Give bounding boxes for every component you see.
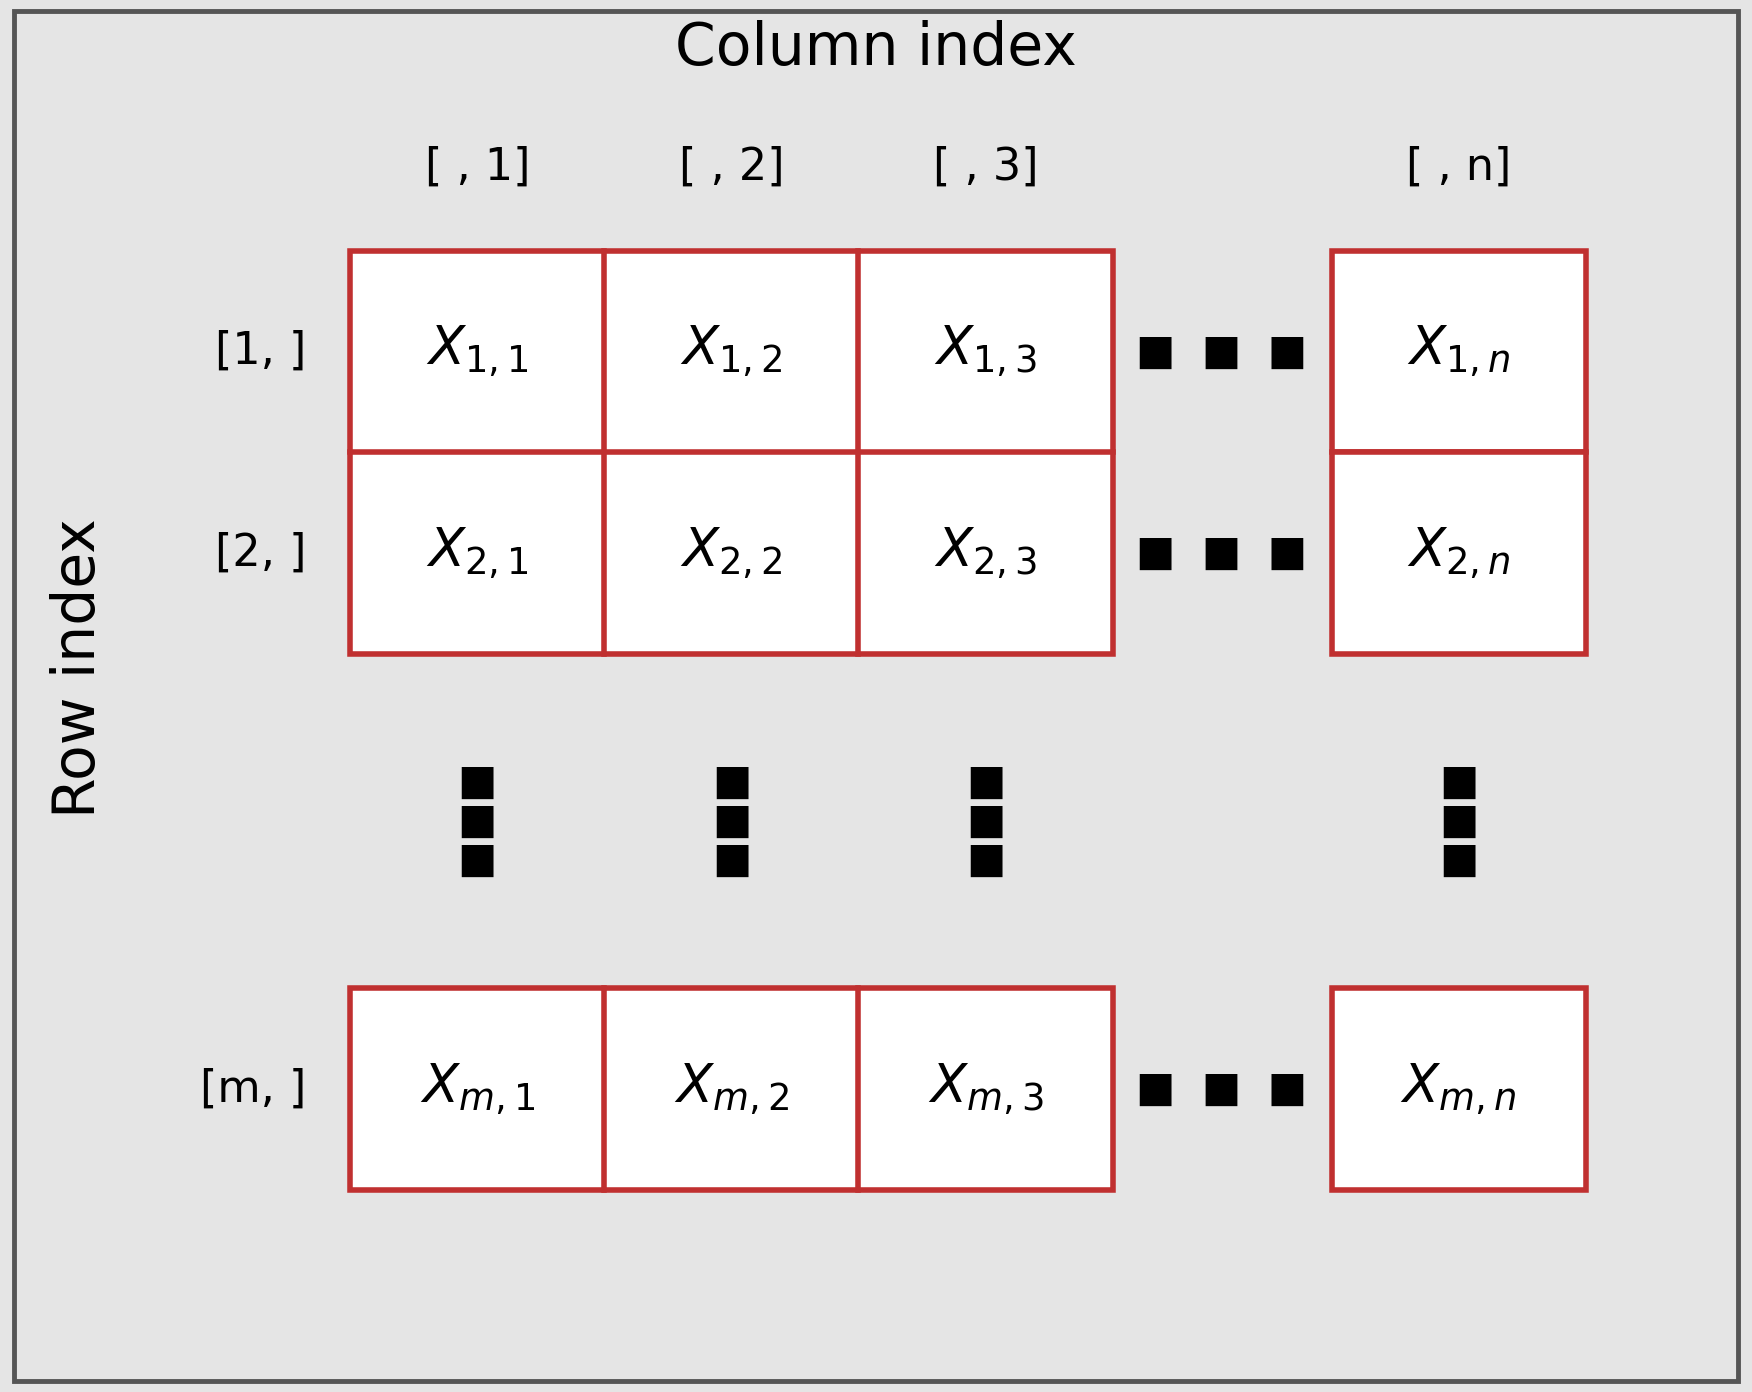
Text: [1, ]: [1, ]: [215, 330, 307, 373]
Text: ■: ■: [457, 800, 498, 842]
Text: [ , 3]: [ , 3]: [932, 146, 1039, 188]
Text: $X_{2,1}$: $X_{2,1}$: [426, 526, 529, 580]
Text: $X_{m,3}$: $X_{m,3}$: [927, 1062, 1044, 1116]
Text: ■: ■: [965, 839, 1006, 881]
Text: [m, ]: [m, ]: [200, 1068, 307, 1111]
Text: [ , 2]: [ , 2]: [678, 146, 785, 188]
Text: $X_{2,n}$: $X_{2,n}$: [1407, 526, 1510, 580]
Text: ■: ■: [711, 800, 752, 842]
Bar: [350, 988, 1113, 1190]
Text: $X_{2,2}$: $X_{2,2}$: [680, 526, 783, 580]
Bar: [350, 251, 1113, 654]
Text: $X_{1,3}$: $X_{1,3}$: [934, 324, 1037, 379]
Text: ■: ■: [457, 839, 498, 881]
Bar: [1332, 452, 1586, 654]
Text: ■: ■: [1438, 800, 1479, 842]
Text: ■  ■  ■: ■ ■ ■: [1137, 1068, 1307, 1111]
Text: $X_{m,n}$: $X_{m,n}$: [1400, 1062, 1517, 1116]
Text: $X_{1,2}$: $X_{1,2}$: [680, 324, 783, 379]
FancyBboxPatch shape: [14, 11, 1738, 1381]
Text: Column index: Column index: [675, 21, 1077, 77]
Text: ■  ■  ■: ■ ■ ■: [1137, 532, 1307, 575]
Text: $X_{m,1}$: $X_{m,1}$: [420, 1062, 534, 1116]
Text: $X_{2,3}$: $X_{2,3}$: [934, 526, 1037, 580]
Text: [2, ]: [2, ]: [215, 532, 307, 575]
Text: ■: ■: [965, 800, 1006, 842]
Bar: [1332, 251, 1586, 452]
Text: $X_{m,2}$: $X_{m,2}$: [675, 1062, 788, 1116]
Text: $X_{1,1}$: $X_{1,1}$: [426, 324, 529, 379]
Text: ■: ■: [1438, 839, 1479, 881]
Text: ■: ■: [457, 761, 498, 803]
Text: Row index: Row index: [51, 518, 107, 818]
Text: $X_{1,n}$: $X_{1,n}$: [1407, 324, 1510, 379]
Text: [ , 1]: [ , 1]: [424, 146, 531, 188]
Text: [ , n]: [ , n]: [1405, 146, 1512, 188]
Bar: [1332, 988, 1586, 1190]
Text: ■  ■  ■: ■ ■ ■: [1137, 330, 1307, 373]
Text: ■: ■: [711, 839, 752, 881]
Text: ■: ■: [965, 761, 1006, 803]
Text: ■: ■: [1438, 761, 1479, 803]
Text: ■: ■: [711, 761, 752, 803]
